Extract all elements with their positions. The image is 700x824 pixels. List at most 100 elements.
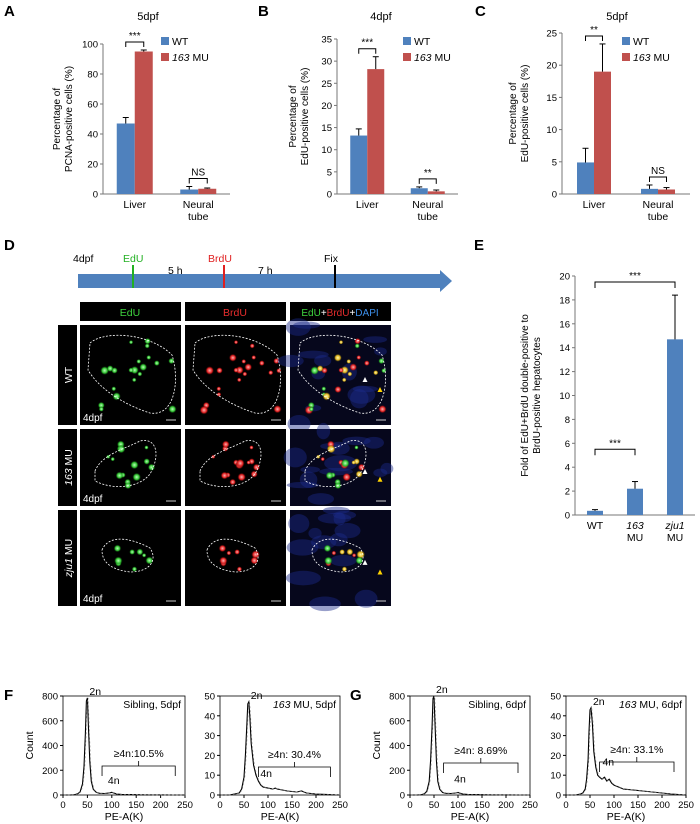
- cell-nucleus: [115, 471, 124, 480]
- liver-outline: [304, 440, 367, 487]
- category-label: 163: [626, 520, 644, 532]
- cell-nucleus: [308, 406, 314, 412]
- cell-nucleus: [338, 340, 344, 345]
- tile-brdu: [185, 429, 286, 506]
- panel-label-d: D: [4, 237, 15, 254]
- cell-nucleus: [339, 549, 346, 555]
- cell-nucleus: [351, 553, 357, 558]
- bar: [198, 188, 217, 194]
- cell-nucleus: [219, 556, 228, 565]
- cell-nucleus: [249, 445, 254, 450]
- dapi-region: [308, 527, 322, 539]
- liver-outline: [87, 334, 176, 414]
- category-label: tube: [648, 211, 669, 223]
- x-tick-label: 150: [630, 800, 646, 811]
- peak-label-2n: 2n: [251, 690, 263, 702]
- significance-label: NS: [191, 168, 205, 179]
- category-label: MU: [667, 532, 683, 544]
- peak-label-2n: 2n: [593, 696, 605, 708]
- dapi-region: [342, 436, 371, 446]
- y-tick-label: 10: [204, 771, 215, 782]
- bar: [641, 188, 658, 194]
- y-tick-label: 0: [565, 511, 570, 522]
- dapi-region: [333, 512, 346, 526]
- bar: [577, 162, 594, 194]
- cell-nucleus: [146, 355, 152, 360]
- header-edu-bg: [80, 302, 181, 321]
- y-tick-label: 10: [550, 771, 561, 782]
- y-tick-label: 0: [327, 190, 332, 201]
- x-tick-label: 200: [498, 800, 514, 811]
- timeline-brdu-label: BrdU: [208, 253, 232, 265]
- y-tick-label: 4: [565, 463, 570, 474]
- row-label-bg: [58, 325, 77, 425]
- cell-nucleus: [131, 566, 138, 572]
- cell-nucleus: [234, 549, 241, 555]
- cell-nucleus: [338, 367, 344, 373]
- legend-swatch-wt: [403, 37, 411, 45]
- x-tick-label: 0: [407, 800, 412, 811]
- category-label: zju1: [664, 520, 684, 532]
- cell-nucleus: [139, 363, 148, 372]
- cell-nucleus: [128, 340, 134, 345]
- y-tick-label: 10: [559, 391, 570, 402]
- histogram-curve-dashed: [63, 697, 186, 796]
- liver-outline: [206, 538, 259, 573]
- legend-label-mu-suffix: MU: [190, 52, 209, 64]
- y-tick-label: 50: [550, 692, 561, 703]
- cell-nucleus: [226, 550, 232, 556]
- y-tick-label: 400: [42, 741, 58, 752]
- bar: [658, 189, 675, 194]
- cell-nucleus: [218, 544, 227, 553]
- dapi-region: [352, 385, 379, 393]
- cell-nucleus: [324, 556, 333, 565]
- y-tick-label: 200: [389, 766, 405, 777]
- cell-nucleus: [252, 463, 261, 471]
- histogram-title-rest: MU, 6dpf: [636, 699, 682, 711]
- significance-bracket: [358, 48, 377, 54]
- y-tick-label: 0: [400, 791, 405, 802]
- dapi-region: [299, 471, 318, 488]
- x-tick-label: 0: [563, 800, 568, 811]
- timeline-interval-1: 5 h: [168, 265, 183, 277]
- bar: [134, 51, 153, 194]
- y-tick-label: 80: [87, 70, 98, 81]
- y-axis-label-line: Percentage of: [508, 82, 519, 144]
- histogram-title: 163 MU, 5dpf: [273, 699, 336, 711]
- legend-swatch-mu: [622, 53, 630, 61]
- timeline-interval-2: 7 h: [258, 265, 273, 277]
- microscopy-rows: WT 4dpf 163 MU 4dpf zju1 MU 4dpf: [58, 318, 394, 612]
- peak-label-4n: 4n: [260, 768, 272, 780]
- cell-nucleus: [351, 460, 356, 465]
- arrowhead-marker: [362, 469, 368, 475]
- row-label-italic: 163: [63, 468, 75, 486]
- cell-nucleus: [346, 359, 352, 364]
- arrowhead-marker: [362, 377, 368, 382]
- cell-nucleus: [241, 359, 247, 364]
- cell-nucleus: [249, 343, 255, 349]
- timeline-arrow: [78, 270, 452, 292]
- dapi-region: [288, 514, 310, 534]
- bar: [410, 188, 428, 194]
- dapi-region: [329, 533, 348, 547]
- header-merge-bg: [290, 302, 391, 321]
- legend-label-mu-number: 163: [172, 52, 190, 64]
- significance-bracket: [188, 178, 208, 184]
- cell-nucleus: [144, 445, 149, 450]
- bar: [116, 123, 135, 194]
- histogram-curve-dashed: [220, 700, 341, 796]
- y-tick-label: 0: [556, 791, 561, 802]
- y-tick-label: 0: [210, 791, 215, 802]
- tile-merge: [290, 510, 391, 606]
- cell-nucleus: [141, 553, 147, 558]
- x-tick-label: 250: [177, 800, 193, 811]
- significance-label: ***: [609, 438, 621, 449]
- peak-label-4n: 4n: [108, 775, 120, 787]
- row-label-text: MU: [63, 449, 75, 468]
- cell-nucleus: [242, 371, 248, 377]
- cell-nucleus: [251, 355, 257, 360]
- header-brdu-bg: [185, 302, 286, 321]
- tile-brdu: [185, 510, 286, 606]
- y-axis-label: Count: [24, 731, 36, 759]
- cell-nucleus: [220, 471, 229, 480]
